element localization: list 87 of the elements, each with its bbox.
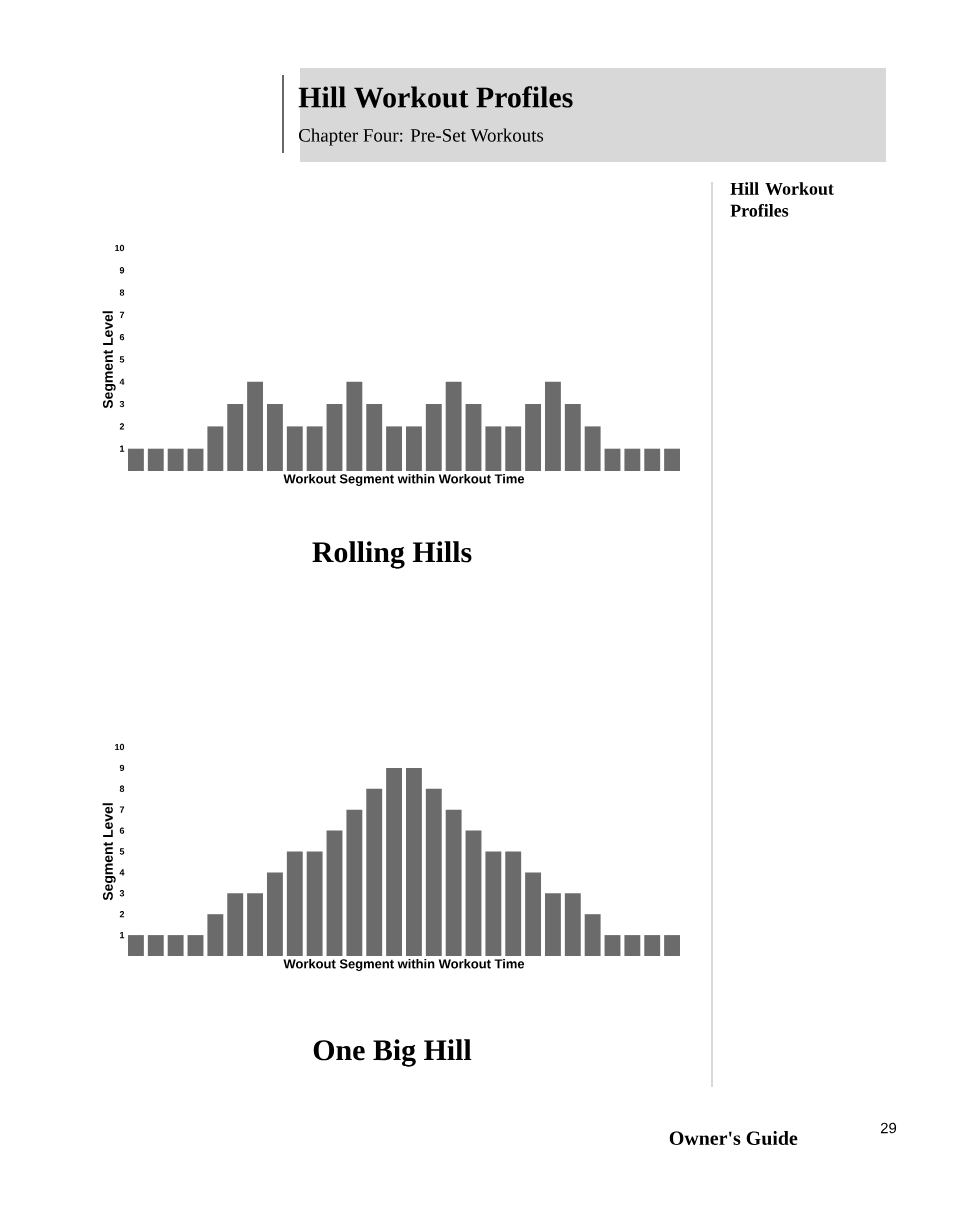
bar [445,381,462,471]
bar [247,893,264,956]
y-tick-label: 7 [119,806,125,813]
bar [624,448,641,471]
y-tick-label: 9 [119,267,125,274]
bar [425,404,442,471]
y-tick-label: 6 [119,334,125,341]
bar [127,448,144,471]
text: Rolling Hills [312,541,472,569]
y-tick-label: 8 [119,289,125,296]
bar [366,788,383,956]
y-tick-label: 9 [119,764,125,772]
bar [306,426,323,471]
bar [584,914,601,956]
bar [604,935,621,956]
y-tick-label: 5 [119,356,125,363]
y-axis-title: Segment Level [102,311,116,409]
bar [346,809,363,956]
bar [505,851,522,956]
y-tick-label: 3 [119,400,125,408]
bar [624,935,641,956]
bar [167,935,184,956]
y-axis-title: Segment Level [102,803,116,901]
y-tick-label: 1 [120,932,125,939]
bar [564,893,581,956]
bar [425,788,442,956]
text: One Big Hill [313,1039,472,1067]
bar [286,426,303,471]
bar [485,851,502,956]
y-tick-label: 2 [119,423,125,430]
bar [644,448,661,471]
bar [207,914,224,956]
y-tick-label: 1 [120,445,125,452]
text: Chapter Four: Pre-Set Workouts [298,128,544,146]
bar [544,381,561,471]
bar [405,426,422,471]
bar [286,851,303,956]
bar [525,404,542,471]
bar [346,381,363,471]
bar [306,851,323,956]
bar [445,809,462,956]
bar [386,767,403,956]
bar [405,767,422,956]
bar [187,935,204,956]
bar [544,893,561,956]
bar [227,404,244,471]
y-tick-label: 4 [119,378,125,385]
text: Hill Workout Profiles [730,182,834,217]
bar [247,381,264,471]
y-tick-label: 3 [119,890,125,897]
bar [187,448,204,471]
bar [366,404,383,471]
x-axis-title: Workout Segment within Workout Time [283,473,525,487]
bar [584,426,601,471]
bar [664,935,681,956]
bar [465,404,482,471]
bar [147,935,164,956]
bar [604,448,621,471]
bar [664,448,681,471]
text: 29 [880,1122,897,1134]
y-tick-label: 7 [119,311,125,318]
bar [227,893,244,956]
bar [485,426,502,471]
bar [207,426,224,471]
y-tick-label: 6 [119,827,125,834]
y-tick-label: 4 [119,869,125,876]
bar [266,872,283,956]
bar [564,404,581,471]
bar [147,448,164,471]
text: Owner's Guide [669,1130,798,1146]
y-tick-label: 10 [115,743,125,751]
y-tick-label: 8 [119,785,125,792]
x-axis-title: Workout Segment within Workout Time [283,958,525,972]
bar [326,404,343,471]
bar [386,426,403,471]
bar [525,872,542,956]
bar [505,426,522,471]
y-tick-label: 2 [119,911,125,918]
bar [127,935,144,956]
y-tick-label: 10 [115,244,125,252]
bar [326,830,343,956]
bar [266,404,283,471]
bar [465,830,482,956]
bar [644,935,661,956]
text: Hill Workout Profiles [298,86,573,108]
y-tick-label: 5 [119,848,125,855]
bar [167,448,184,471]
